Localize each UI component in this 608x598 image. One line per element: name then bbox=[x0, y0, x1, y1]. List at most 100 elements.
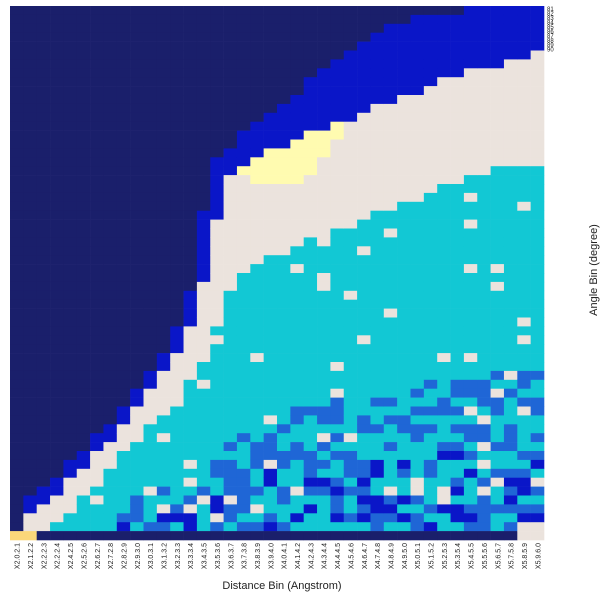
heatmap-cell bbox=[370, 379, 385, 389]
heatmap-cell bbox=[303, 468, 318, 478]
heatmap-cell bbox=[63, 424, 78, 434]
heatmap-cell bbox=[463, 397, 478, 407]
heatmap-cell bbox=[370, 192, 385, 203]
heatmap-cell bbox=[10, 522, 24, 532]
heatmap-cell bbox=[383, 353, 398, 363]
heatmap-cell bbox=[490, 95, 505, 105]
heatmap-cell bbox=[23, 459, 37, 470]
heatmap-cell bbox=[437, 23, 451, 33]
heatmap-cell bbox=[397, 415, 411, 425]
heatmap-cell bbox=[170, 6, 184, 16]
heatmap-cell bbox=[463, 468, 478, 478]
heatmap-cell bbox=[437, 326, 451, 336]
heatmap-cell bbox=[477, 495, 491, 505]
heatmap-cell bbox=[170, 424, 184, 434]
heatmap-cell bbox=[290, 166, 304, 176]
x-tick-label: X4.2.4.3 bbox=[308, 543, 315, 569]
heatmap-cell bbox=[437, 121, 451, 131]
heatmap-cell bbox=[170, 255, 184, 265]
heatmap-cell bbox=[263, 522, 278, 532]
heatmap-cell bbox=[330, 504, 345, 514]
x-tick-label: X2.8.2.9 bbox=[121, 543, 128, 569]
heatmap-cell bbox=[357, 308, 371, 318]
heatmap-cell bbox=[517, 370, 531, 381]
heatmap-cell bbox=[397, 237, 411, 247]
heatmap-cell bbox=[183, 95, 198, 105]
heatmap-cell bbox=[156, 139, 171, 149]
heatmap-cell bbox=[116, 504, 131, 514]
heatmap-cell bbox=[103, 513, 118, 523]
heatmap-cell bbox=[130, 495, 144, 505]
heatmap-cell bbox=[530, 370, 545, 381]
heatmap-cell bbox=[263, 513, 278, 523]
heatmap-cell bbox=[437, 406, 451, 416]
heatmap-cell bbox=[50, 406, 64, 416]
heatmap-cell bbox=[343, 281, 358, 292]
heatmap-cell bbox=[530, 513, 545, 523]
heatmap-cell bbox=[103, 86, 118, 96]
heatmap-cell bbox=[143, 513, 158, 523]
heatmap-cell bbox=[410, 326, 425, 336]
heatmap-cell bbox=[530, 237, 545, 247]
heatmap-cell bbox=[210, 95, 224, 105]
heatmap-cell bbox=[437, 308, 451, 318]
heatmap-cell bbox=[156, 112, 171, 122]
heatmap-cell bbox=[36, 68, 51, 78]
heatmap-cell bbox=[196, 424, 211, 434]
heatmap-cell bbox=[517, 175, 531, 185]
heatmap-cell bbox=[236, 504, 251, 514]
heatmap-cell bbox=[223, 451, 238, 461]
heatmap-cell bbox=[277, 415, 291, 425]
heatmap-cell bbox=[277, 103, 291, 114]
heatmap-cell bbox=[263, 237, 278, 247]
heatmap-cell bbox=[210, 228, 224, 238]
heatmap-cell bbox=[290, 246, 304, 256]
heatmap-cell bbox=[463, 477, 478, 487]
heatmap-cell bbox=[490, 486, 505, 496]
heatmap-cell bbox=[317, 451, 331, 461]
heatmap-cell bbox=[477, 335, 491, 345]
heatmap-cell bbox=[477, 246, 491, 256]
heatmap-cell bbox=[370, 95, 385, 105]
heatmap-cell bbox=[236, 317, 251, 327]
heatmap-cell bbox=[36, 157, 51, 167]
heatmap-cell bbox=[303, 86, 318, 96]
heatmap-cell bbox=[463, 451, 478, 461]
heatmap-cell bbox=[317, 228, 331, 238]
heatmap-cell bbox=[63, 326, 78, 336]
heatmap-cell bbox=[250, 86, 264, 96]
heatmap-cell bbox=[397, 50, 411, 60]
heatmap-cell bbox=[450, 121, 465, 131]
heatmap-cell bbox=[210, 103, 224, 114]
heatmap-cell bbox=[36, 317, 51, 327]
heatmap-cell bbox=[477, 148, 491, 158]
heatmap-cell bbox=[437, 370, 451, 381]
heatmap-cell bbox=[303, 121, 318, 131]
heatmap-cell bbox=[210, 264, 224, 274]
heatmap-cell bbox=[63, 531, 78, 541]
heatmap-cell bbox=[210, 210, 224, 220]
heatmap-cell bbox=[76, 157, 91, 167]
heatmap-cell bbox=[223, 281, 238, 292]
heatmap-cell bbox=[63, 379, 78, 389]
heatmap-cell bbox=[357, 23, 371, 33]
heatmap-cell bbox=[210, 308, 224, 318]
heatmap-cell bbox=[170, 308, 184, 318]
heatmap-cell bbox=[530, 531, 545, 541]
heatmap-cell bbox=[330, 335, 345, 345]
heatmap-cell bbox=[277, 353, 291, 363]
heatmap-cell bbox=[76, 442, 91, 452]
heatmap-cell bbox=[170, 326, 184, 336]
heatmap-cell bbox=[170, 246, 184, 256]
heatmap-cell bbox=[357, 68, 371, 78]
heatmap-cell bbox=[383, 6, 398, 16]
heatmap-cell bbox=[143, 335, 158, 345]
heatmap-cell bbox=[23, 228, 37, 238]
heatmap-cell bbox=[477, 326, 491, 336]
heatmap-cell bbox=[503, 335, 518, 345]
heatmap-cell bbox=[116, 192, 131, 203]
heatmap-cell bbox=[263, 6, 278, 16]
heatmap-cell bbox=[423, 192, 438, 203]
heatmap-cell bbox=[170, 442, 184, 452]
heatmap-cell bbox=[370, 68, 385, 78]
